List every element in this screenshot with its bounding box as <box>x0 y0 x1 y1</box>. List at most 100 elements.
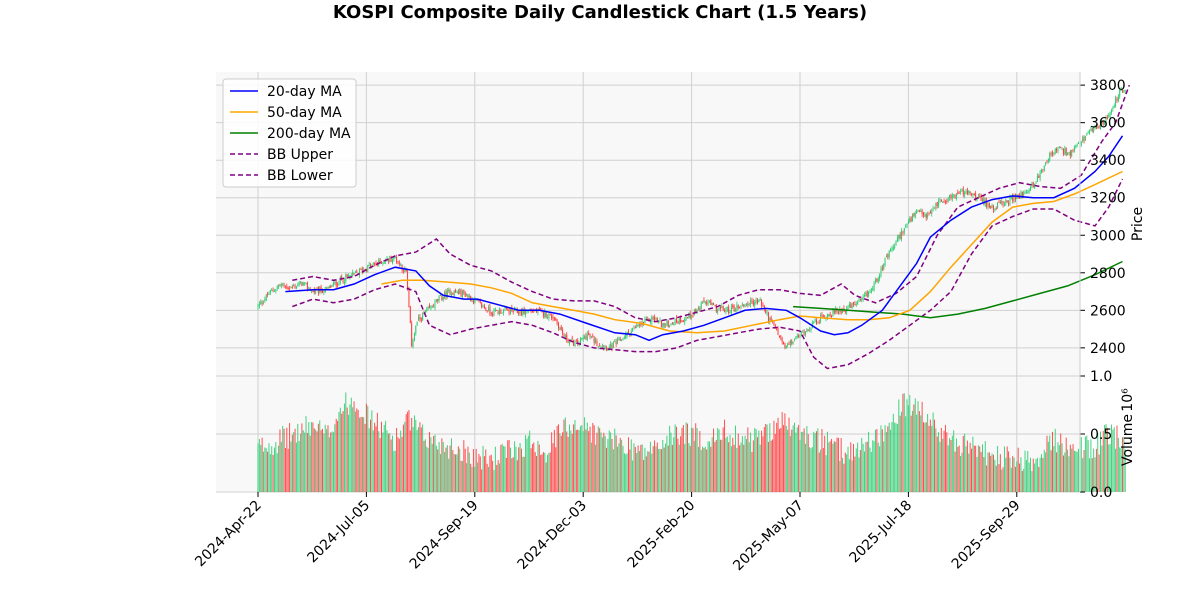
candle-body <box>736 304 738 311</box>
volume-bar <box>656 442 658 492</box>
candle-body <box>1062 148 1064 155</box>
candle-body <box>998 201 1000 203</box>
volume-bar <box>603 432 605 492</box>
x-tick-label: 2024-Jul-05 <box>304 498 373 567</box>
volume-bar <box>912 410 914 492</box>
candle-body <box>890 249 892 251</box>
volume-bar <box>1083 450 1085 492</box>
candle-body <box>713 302 715 306</box>
volume-bar <box>448 458 450 492</box>
volume-bar <box>954 451 956 492</box>
candle-body <box>354 271 356 273</box>
price-tick-label: 3800 <box>1090 78 1126 94</box>
candle-body <box>627 331 629 334</box>
candle-body <box>960 191 962 193</box>
volume-bar <box>433 436 435 492</box>
volume-bar <box>339 407 341 492</box>
volume-bar <box>1105 424 1107 492</box>
volume-bar <box>424 439 426 492</box>
candle-body <box>931 211 933 214</box>
volume-bar <box>835 441 837 492</box>
volume-bar <box>750 432 752 492</box>
candle-body <box>622 338 624 341</box>
candle-body <box>921 210 923 215</box>
volume-bar <box>976 456 978 492</box>
volume-bar <box>622 445 624 492</box>
volume-bar <box>1110 424 1112 492</box>
volume-bar <box>312 422 314 492</box>
volume-bar <box>842 457 844 492</box>
volume-bar <box>826 431 828 492</box>
volume-bar <box>820 449 822 492</box>
volume-bar <box>933 419 935 492</box>
volume-bar <box>928 425 930 492</box>
volume-bar <box>302 430 304 492</box>
candle-body <box>863 295 865 297</box>
candle-body <box>503 309 505 313</box>
volume-bar <box>617 446 618 492</box>
candle-body <box>269 290 271 294</box>
volume-bar <box>525 435 527 492</box>
candle-body <box>518 311 520 315</box>
volume-bar <box>468 452 470 492</box>
candle-body <box>918 210 920 212</box>
volume-bar <box>711 437 713 492</box>
candle-body <box>508 309 510 314</box>
volume-bar <box>590 442 592 492</box>
candle-body <box>912 214 914 222</box>
candle-body <box>368 264 370 266</box>
candle-body <box>1117 96 1119 102</box>
candle-body <box>1067 153 1069 155</box>
candle-body <box>776 328 778 330</box>
candle-body <box>527 310 529 312</box>
volume-bar <box>828 442 830 492</box>
candle-body <box>754 301 756 306</box>
candle-body <box>1002 201 1004 206</box>
volume-bar <box>330 432 332 492</box>
volume-bar <box>619 437 621 492</box>
candle-body <box>371 264 373 267</box>
volume-bar <box>732 437 734 492</box>
candle-body <box>411 323 413 347</box>
candle-body <box>848 303 850 307</box>
volume-bar <box>457 446 459 492</box>
volume-bar <box>885 431 887 492</box>
volume-bar <box>470 463 472 492</box>
volume-bar <box>756 437 758 492</box>
volume-bar <box>787 429 789 492</box>
legend-label: BB Upper <box>267 147 333 163</box>
candle-body <box>489 306 491 314</box>
volume-bar <box>725 437 727 492</box>
candle-body <box>1078 143 1080 145</box>
candle-body <box>874 279 876 282</box>
volume-bar <box>632 460 634 492</box>
candle-body <box>947 198 949 202</box>
candle-body <box>538 307 540 311</box>
volume-bar <box>708 441 710 492</box>
volume-bar <box>276 453 278 492</box>
volume-bar <box>297 423 299 492</box>
volume-bar <box>924 422 926 492</box>
volume-bar <box>1093 448 1095 492</box>
volume-bar <box>612 449 614 492</box>
candle-body <box>1013 196 1015 202</box>
candle-body <box>300 281 302 283</box>
candle-body <box>460 288 462 297</box>
candle-body <box>408 288 410 308</box>
volume-bar <box>300 433 302 492</box>
candle-body <box>1024 191 1026 193</box>
legend-label: 50-day MA <box>267 105 342 121</box>
candle-body <box>887 255 889 258</box>
candle-body <box>662 323 664 328</box>
volume-bar <box>400 430 402 492</box>
candle-body <box>372 263 374 265</box>
candle-body <box>780 335 782 338</box>
candle-body <box>837 312 839 314</box>
volume-bar <box>800 431 802 492</box>
candle-body <box>787 343 789 346</box>
candle-body <box>1097 126 1099 129</box>
candle-body <box>343 281 345 284</box>
volume-bar <box>280 441 282 492</box>
candle-body <box>396 257 398 263</box>
candle-body <box>928 213 930 215</box>
